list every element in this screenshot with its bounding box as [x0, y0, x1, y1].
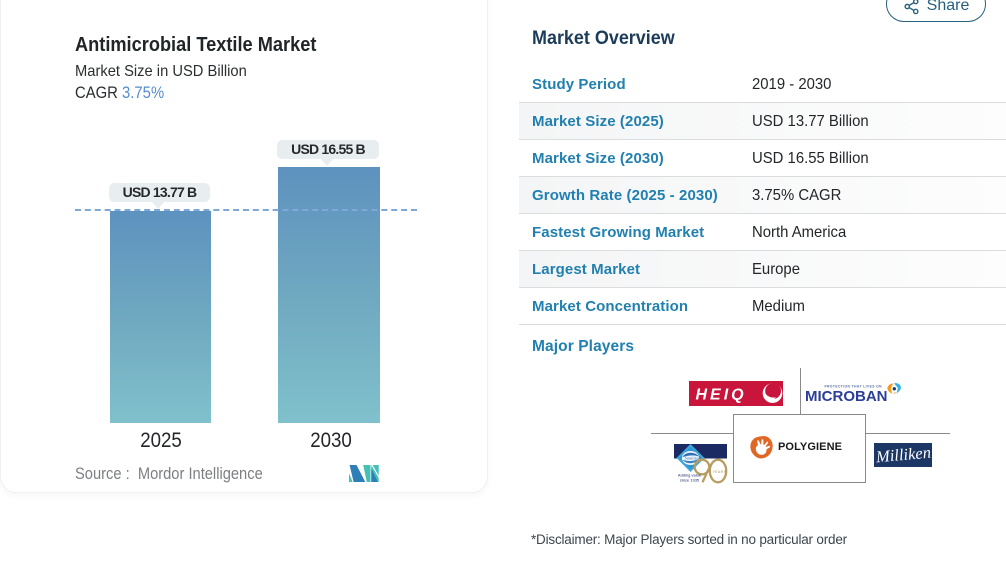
- svg-text:MICROBAN: MICROBAN: [805, 388, 888, 405]
- svg-text:Adding value: Adding value: [678, 472, 702, 477]
- svg-text:YEARS: YEARS: [713, 470, 727, 474]
- svg-text:PROTECTION THAT LIVES ON: PROTECTION THAT LIVES ON: [825, 385, 883, 389]
- svg-text:since 1935: since 1935: [680, 477, 700, 482]
- svg-text:HEIQ: HEIQ: [696, 386, 747, 403]
- svg-text:Sanitized: Sanitized: [685, 456, 702, 461]
